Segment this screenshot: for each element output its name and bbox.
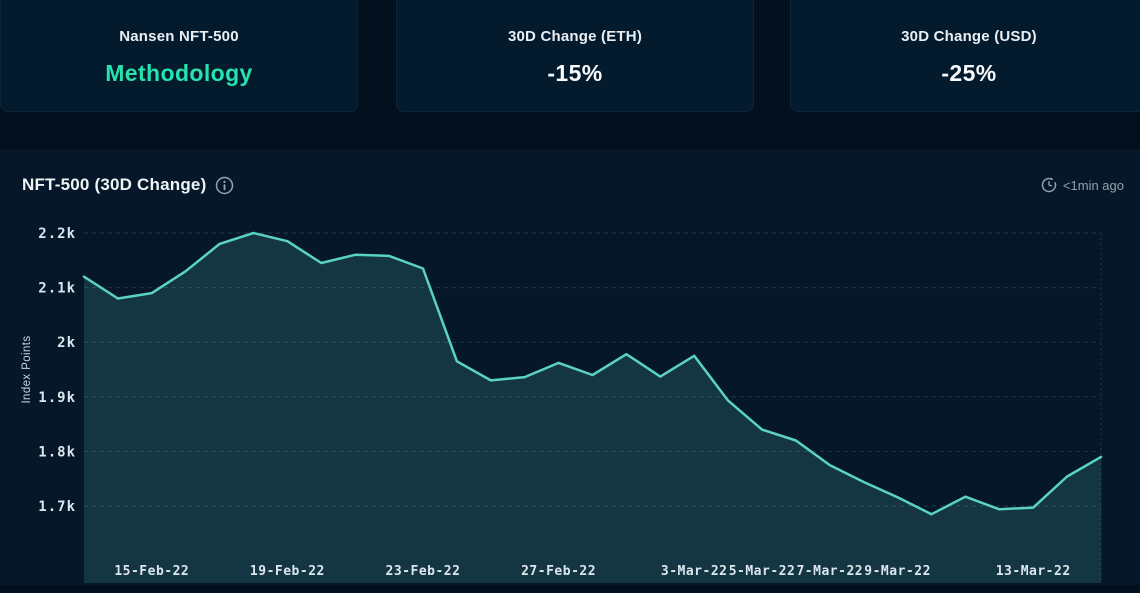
svg-text:15-Feb-22: 15-Feb-22 (114, 564, 189, 579)
card-nansen-nft500: Nansen NFT-500 Methodology (0, 0, 358, 112)
last-updated-text: <1min ago (1062, 177, 1124, 193)
clock-refresh-icon (1041, 177, 1057, 193)
svg-text:9-Mar-22: 9-Mar-22 (864, 564, 931, 579)
svg-text:3-Mar-22: 3-Mar-22 (661, 564, 728, 579)
svg-text:2k: 2k (57, 335, 76, 351)
svg-text:1.7k: 1.7k (38, 499, 76, 515)
last-updated: <1min ago (1041, 177, 1124, 193)
svg-text:23-Feb-22: 23-Feb-22 (386, 564, 461, 579)
chart-panel: 2.2k 2.1k 2k 1.9k 1.8k 1.7k Index Points 15-Feb… (0, 150, 1140, 585)
card-30d-change-usd: 30D Change (USD) -25% (790, 0, 1140, 112)
svg-text:2.1k: 2.1k (38, 281, 76, 297)
svg-text:7-Mar-22: 7-Mar-22 (796, 564, 863, 579)
svg-text:2.2k: 2.2k (38, 226, 76, 242)
svg-text:1.9k: 1.9k (38, 390, 76, 406)
card-title: Nansen NFT-500 (119, 28, 239, 45)
index-area-chart[interactable]: 2.2k 2.1k 2k 1.9k 1.8k 1.7k Index Points 15-Feb… (0, 150, 1140, 585)
svg-text:13-Mar-22: 13-Mar-22 (996, 564, 1071, 579)
usd-change-value: -25% (941, 60, 997, 86)
eth-change-value: -15% (547, 60, 603, 86)
card-title: 30D Change (USD) (901, 28, 1037, 45)
svg-text:19-Feb-22: 19-Feb-22 (250, 564, 325, 579)
svg-text:Index Points: Index Points (21, 335, 33, 403)
svg-text:1.8k: 1.8k (38, 444, 76, 460)
chart-title: NFT-500 (30D Change) (22, 175, 207, 194)
methodology-link[interactable]: Methodology (105, 60, 253, 86)
svg-text:27-Feb-22: 27-Feb-22 (521, 564, 596, 579)
card-30d-change-eth: 30D Change (ETH) -15% (396, 0, 754, 112)
chart-panel-header: NFT-500 (30D Change) <1min ago (22, 172, 1124, 198)
card-title: 30D Change (ETH) (507, 28, 643, 45)
svg-text:5-Mar-22: 5-Mar-22 (729, 564, 796, 579)
info-icon[interactable] (215, 176, 234, 195)
